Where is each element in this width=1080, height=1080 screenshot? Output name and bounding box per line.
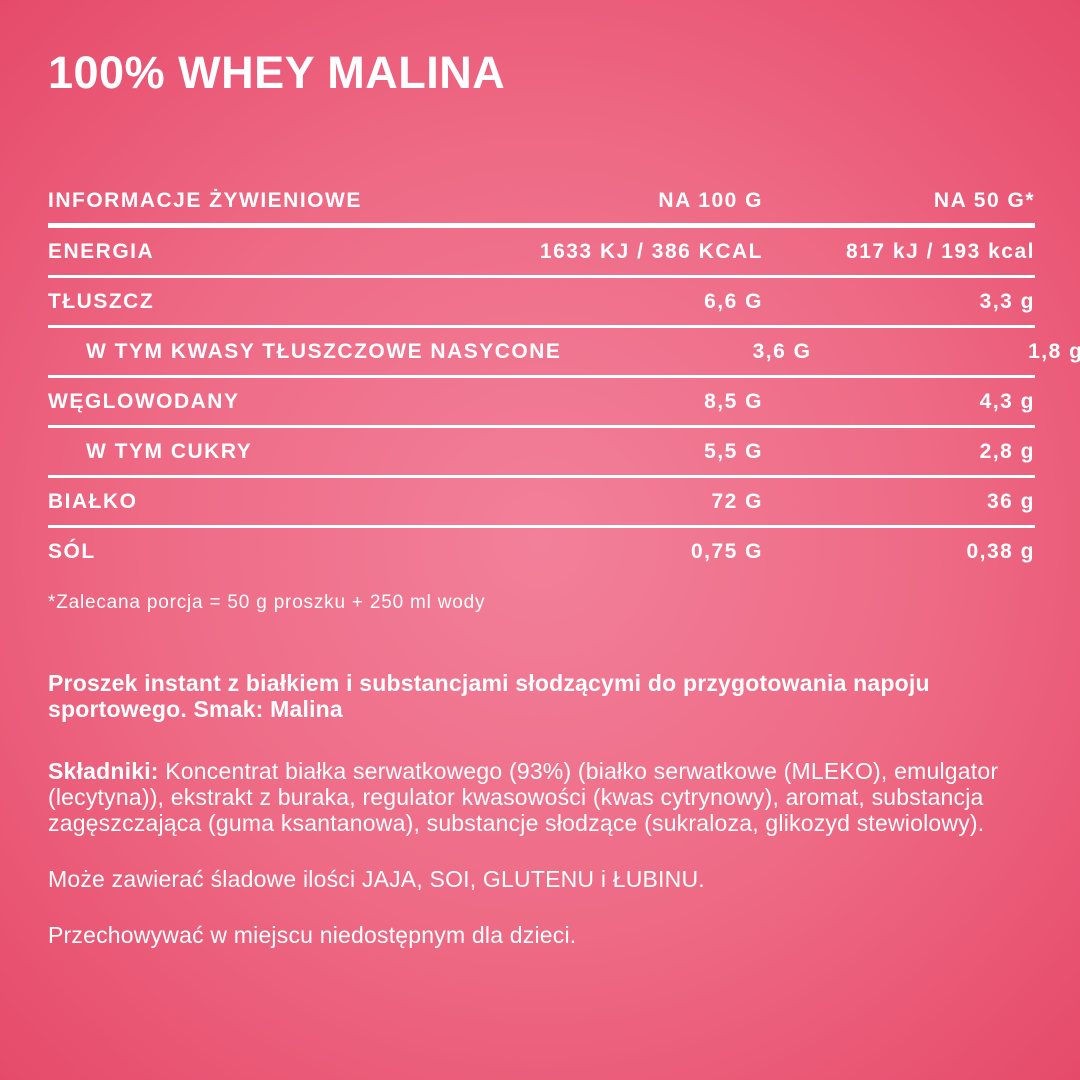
row-value-per100: 1633 KJ / 386 KCAL	[539, 239, 763, 263]
row-label: BIAŁKO	[48, 489, 138, 513]
nutrition-table: INFORMACJE ŻYWIENIOWE NA 100 G NA 50 G* …	[48, 189, 1080, 614]
row-label: W TYM CUKRY	[86, 439, 253, 463]
table-row-cukry: W TYM CUKRY 5,5 G 2,8 g	[48, 428, 1035, 478]
row-label: SÓL	[48, 539, 96, 563]
table-row-kwasy-nasycone: W TYM KWASY TŁUSZCZOWE NASYCONE 3,6 G 1,…	[48, 328, 1080, 378]
table-row-energia: ENERGIA 1633 KJ / 386 KCAL 817 kJ / 193 …	[48, 228, 1035, 278]
row-label: W TYM KWASY TŁUSZCZOWE NASYCONE	[86, 339, 562, 363]
row-value-per50: 817 kJ / 193 kcal	[846, 239, 1035, 263]
row-label: ENERGIA	[48, 239, 155, 263]
row-value-per50: 36 g	[986, 489, 1035, 513]
ingredients-paragraph: Składniki: Koncentrat białka serwatkoweg…	[48, 758, 1035, 836]
row-value-per50: 2,8 g	[979, 439, 1035, 463]
table-header-per50: NA 50 G*	[933, 189, 1035, 212]
product-title: 100% WHEY MALINA	[48, 47, 506, 98]
row-value-per100: 8,5 G	[704, 389, 763, 413]
product-description: Proszek instant z białkiem i substancjam…	[48, 670, 1035, 948]
allergen-notice: Może zawierać śladowe ilości JAJA, SOI, …	[48, 866, 705, 892]
ingredients-label: Składniki:	[48, 758, 159, 784]
row-value-per50: 0,38 g	[966, 539, 1035, 563]
table-row-bialko: BIAŁKO 72 G 36 g	[48, 478, 1035, 528]
table-header-name: INFORMACJE ŻYWIENIOWE	[48, 189, 362, 212]
row-value-per100: 72 G	[711, 489, 763, 513]
table-row-sol: SÓL 0,75 G 0,38 g	[48, 528, 1035, 575]
table-row-weglowodany: WĘGLOWODANY 8,5 G 4,3 g	[48, 378, 1035, 428]
row-value-per50: 4,3 g	[979, 389, 1035, 413]
row-label: TŁUSZCZ	[48, 289, 155, 313]
row-value-per100: 6,6 G	[704, 289, 763, 313]
row-value-per100: 0,75 G	[690, 539, 763, 563]
serving-footnote: *Zalecana porcja = 50 g proszku + 250 ml…	[48, 592, 486, 613]
table-header-row: INFORMACJE ŻYWIENIOWE NA 100 G NA 50 G*	[48, 189, 1035, 228]
row-value-per100: 5,5 G	[704, 439, 763, 463]
table-row-tluszcz: TŁUSZCZ 6,6 G 3,3 g	[48, 278, 1035, 328]
storage-notice: Przechowywać w miejscu niedostępnym dla …	[48, 922, 577, 948]
row-value-per100: 3,6 G	[752, 339, 812, 363]
ingredients-text: Koncentrat białka serwatkowego (93%) (bi…	[48, 758, 999, 836]
row-value-per50: 1,8 g	[1028, 339, 1080, 363]
table-header-per100: NA 100 G	[658, 189, 763, 212]
row-label: WĘGLOWODANY	[48, 389, 240, 413]
product-statement: Proszek instant z białkiem i substancjam…	[48, 670, 930, 722]
row-value-per50: 3,3 g	[979, 289, 1035, 313]
